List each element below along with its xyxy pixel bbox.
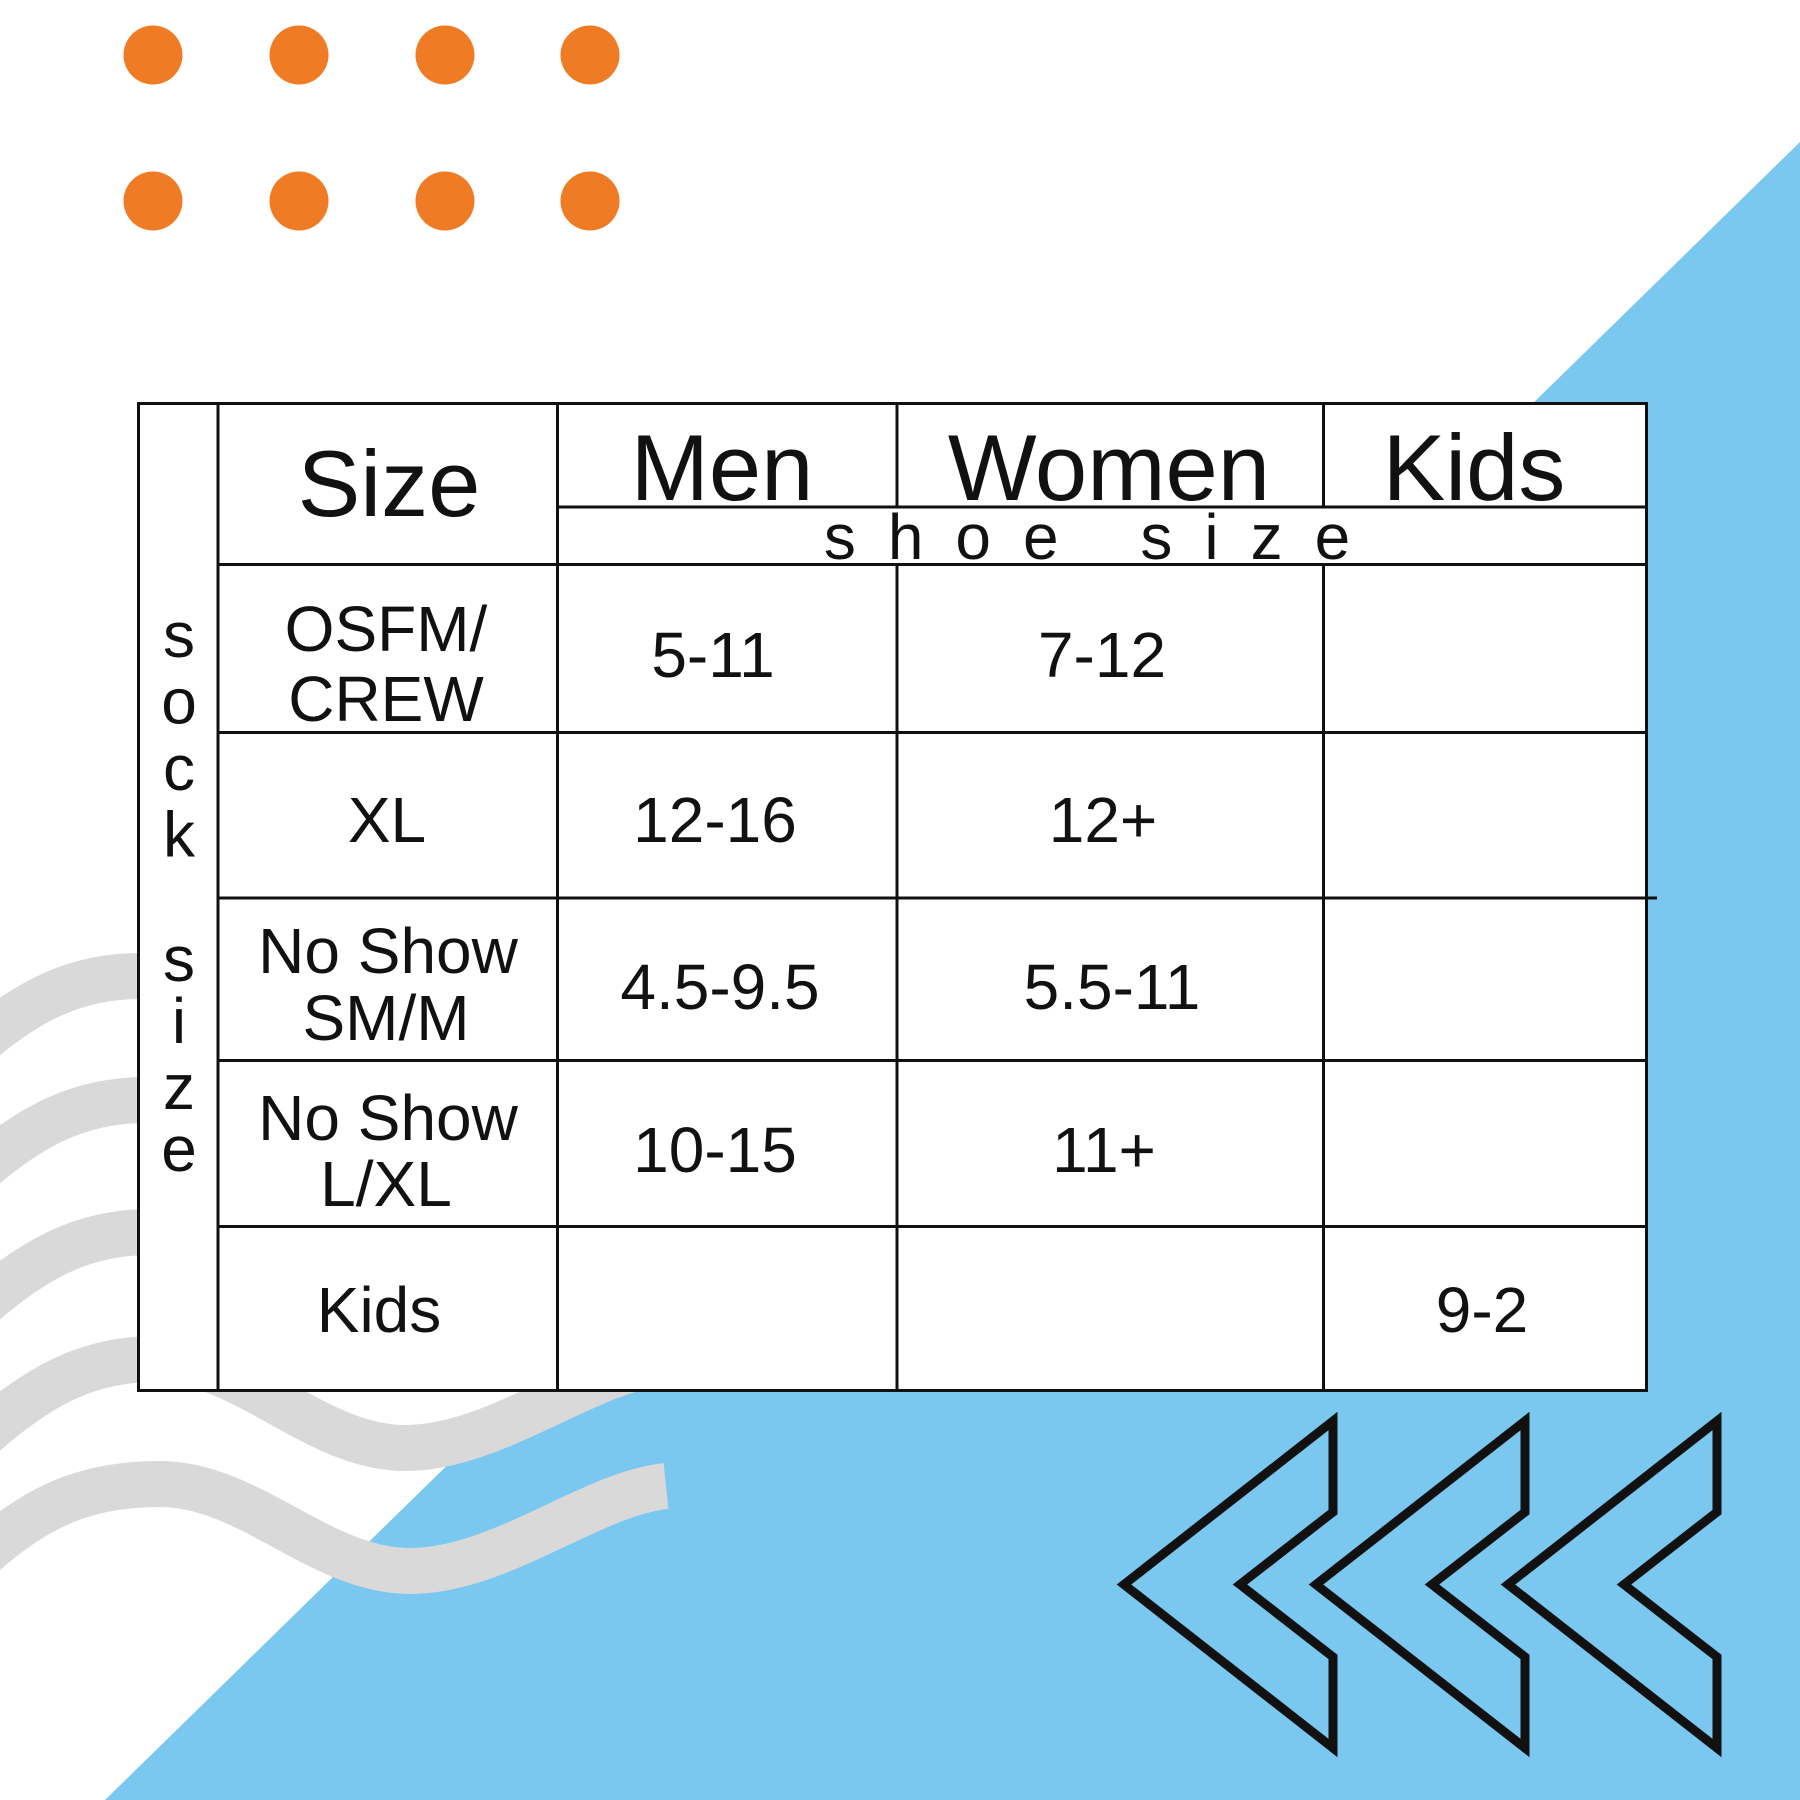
- svg-text:Size: Size: [298, 431, 481, 536]
- svg-text:4.5-9.5: 4.5-9.5: [620, 951, 819, 1023]
- svg-text:Men: Men: [631, 415, 814, 520]
- svg-text:CREW: CREW: [288, 663, 484, 735]
- svg-text:s: s: [163, 599, 195, 671]
- svg-text:12+: 12+: [1049, 784, 1158, 856]
- svg-text:Kids: Kids: [1383, 415, 1566, 520]
- svg-text:k: k: [163, 799, 196, 871]
- svg-text:OSFM/: OSFM/: [285, 593, 488, 665]
- svg-text:shoe size: shoe size: [824, 501, 1382, 573]
- svg-text:Women: Women: [948, 415, 1270, 520]
- svg-text:z: z: [163, 1051, 195, 1123]
- svg-text:L/XL: L/XL: [320, 1148, 452, 1220]
- svg-text:Kids: Kids: [317, 1274, 442, 1346]
- svg-text:12-16: 12-16: [633, 784, 797, 856]
- svg-text:o: o: [161, 666, 197, 738]
- svg-text:i: i: [172, 985, 186, 1057]
- svg-text:9-2: 9-2: [1436, 1274, 1529, 1346]
- svg-text:5.5-11: 5.5-11: [1024, 951, 1201, 1023]
- svg-text:5-11: 5-11: [651, 619, 774, 691]
- svg-text:e: e: [161, 1113, 197, 1185]
- svg-text:11+: 11+: [1052, 1114, 1156, 1186]
- svg-text:10-15: 10-15: [633, 1114, 797, 1186]
- svg-text:SM/M: SM/M: [302, 982, 469, 1054]
- svg-text:No Show: No Show: [258, 915, 518, 987]
- svg-text:XL: XL: [348, 784, 426, 856]
- svg-text:No Show: No Show: [258, 1082, 518, 1154]
- svg-text:s: s: [163, 923, 195, 995]
- svg-text:7-12: 7-12: [1038, 619, 1166, 691]
- svg-text:c: c: [163, 732, 195, 804]
